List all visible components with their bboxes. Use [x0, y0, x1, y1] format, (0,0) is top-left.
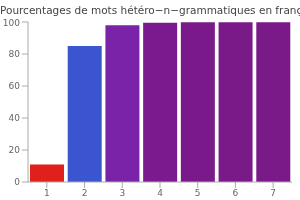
svg-text:0: 0 [14, 177, 20, 187]
svg-text:60: 60 [9, 81, 21, 91]
svg-text:40: 40 [9, 113, 21, 123]
svg-text:3: 3 [119, 188, 125, 198]
svg-text:4: 4 [157, 188, 163, 198]
svg-text:6: 6 [233, 188, 239, 198]
svg-text:1: 1 [44, 188, 50, 198]
svg-text:7: 7 [270, 188, 276, 198]
svg-text:100: 100 [8, 18, 20, 28]
svg-text:20: 20 [9, 145, 21, 155]
svg-text:80: 80 [9, 49, 21, 59]
svg-text:5: 5 [195, 188, 201, 198]
svg-text:2: 2 [82, 188, 88, 198]
